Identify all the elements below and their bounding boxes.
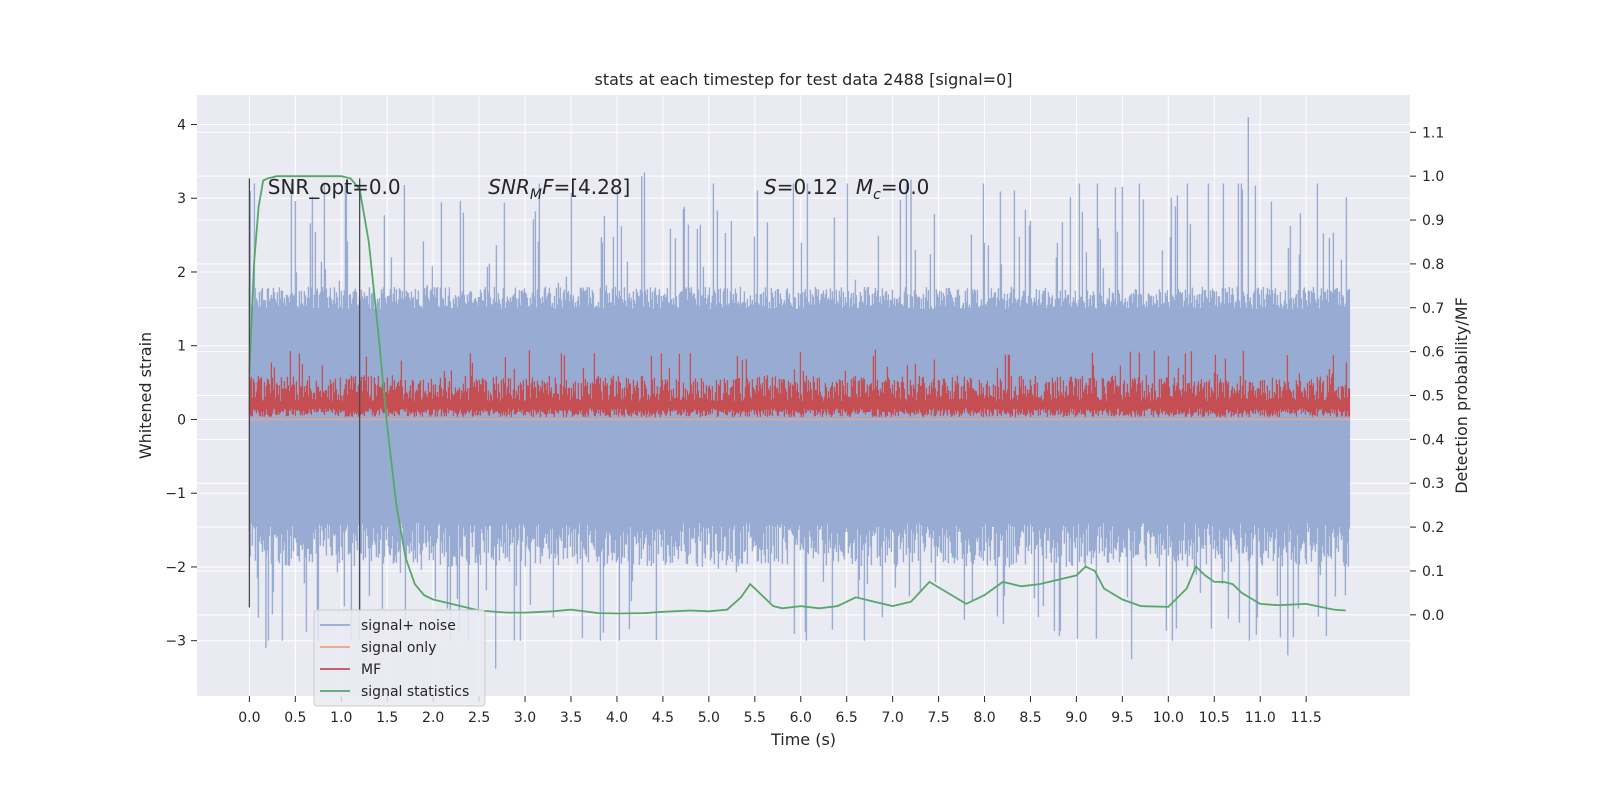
legend: signal+ noise signal only MF signal statist…	[313, 609, 486, 707]
x-tick-label: 7.5	[927, 710, 949, 726]
snr-mf-var2: F	[542, 175, 554, 199]
x-tick-label: 6.0	[790, 710, 812, 726]
y2-tick-label: 0.8	[1422, 257, 1444, 273]
axes-layer: 0.0 0.5 1.0 1.5 2.0 2.5 3.0 3.5 4.0 4.5 5.0 5.5 6.0 6…	[165, 117, 1444, 726]
y2-tick-label: 0.3	[1422, 476, 1444, 492]
y-axis-label: Whitened strain	[136, 332, 155, 459]
mc-sub: c	[873, 187, 881, 203]
snr-mf-value: =[4.28]	[553, 175, 630, 199]
y2-tick-label: 0.9	[1422, 213, 1444, 229]
x-tick-label: 3.5	[560, 710, 582, 726]
x-tick-label: 7.0	[882, 710, 904, 726]
mc-value: =0.0	[881, 175, 930, 199]
x-tick-label: 2.5	[468, 710, 490, 726]
legend-label: signal+ noise	[361, 618, 456, 634]
x-tick-label: 6.5	[836, 710, 858, 726]
mc-var: M	[856, 175, 873, 199]
x-tick-label: 11.5	[1291, 710, 1322, 726]
annotations: SNR_opt=0.0 SNRMF=[4.28] S=0.12 Mc=0.0	[268, 175, 930, 203]
s-value: =0.12	[777, 175, 838, 199]
x-tick-label: 4.5	[652, 710, 674, 726]
y-tick-label: 4	[177, 117, 186, 133]
x-tick-label: 8.0	[973, 710, 995, 726]
annotation-snr-mf: SNRMF=[4.28]	[488, 175, 630, 203]
y2-tick-label: 1.1	[1422, 125, 1444, 141]
y-tick-label: 1	[177, 339, 186, 355]
x-tick-label: 9.0	[1065, 710, 1087, 726]
y2-tick-label: 0.2	[1422, 520, 1444, 536]
y2-tick-label: 0.0	[1422, 608, 1444, 624]
s-var: S	[764, 175, 777, 199]
x-tick-label: 2.0	[422, 710, 444, 726]
x-tick-label: 5.5	[744, 710, 766, 726]
x-tick-label: 4.0	[606, 710, 628, 726]
y-tick-label: 2	[177, 265, 186, 281]
y2-axis-label: Detection probability/MF	[1452, 297, 1471, 494]
x-tick-label: 10.5	[1199, 710, 1230, 726]
x-tick-label: 1.0	[330, 710, 352, 726]
y-tick-label: −1	[165, 486, 186, 502]
x-tick-label: 8.5	[1019, 710, 1041, 726]
y2-tick-label: 0.7	[1422, 301, 1444, 317]
x-tick-label: 5.0	[698, 710, 720, 726]
y2-tick-label: 0.4	[1422, 432, 1444, 448]
data-layer	[248, 117, 1351, 669]
annotation-mc: Mc=0.0	[856, 175, 930, 203]
y2-tick-label: 1.0	[1422, 169, 1444, 185]
legend-label: signal statistics	[361, 684, 469, 700]
annotation-s: S=0.12	[764, 175, 838, 199]
x-tick-label: 1.5	[376, 710, 398, 726]
chart-title: stats at each timestep for test data 248…	[594, 70, 1012, 89]
y2-tick-label: 0.5	[1422, 389, 1444, 405]
y-tick-label: 0	[177, 412, 186, 428]
x-tick-label: 11.0	[1245, 710, 1276, 726]
x-tick-label: 0.5	[284, 710, 306, 726]
y2-tick-label: 0.1	[1422, 564, 1444, 580]
legend-label: MF	[361, 662, 381, 678]
snr-mf-var: SNR	[488, 175, 530, 199]
legend-label: signal only	[361, 640, 436, 656]
x-tick-label: 10.0	[1153, 710, 1184, 726]
snr-mf-sub: M	[530, 187, 542, 203]
x-tick-label: 0.0	[238, 710, 260, 726]
x-tick-label: 9.5	[1111, 710, 1133, 726]
x-axis-label: Time (s)	[770, 730, 836, 749]
x-tick-label: 3.0	[514, 710, 536, 726]
series-signal-statistics	[248, 175, 1346, 615]
legend-box	[313, 609, 486, 707]
annotation-snr-opt: SNR_opt=0.0	[268, 175, 401, 199]
y2-tick-label: 0.6	[1422, 345, 1444, 361]
y-tick-label: −3	[165, 634, 186, 650]
y-tick-label: −2	[165, 560, 186, 576]
y-tick-label: 3	[177, 191, 186, 207]
